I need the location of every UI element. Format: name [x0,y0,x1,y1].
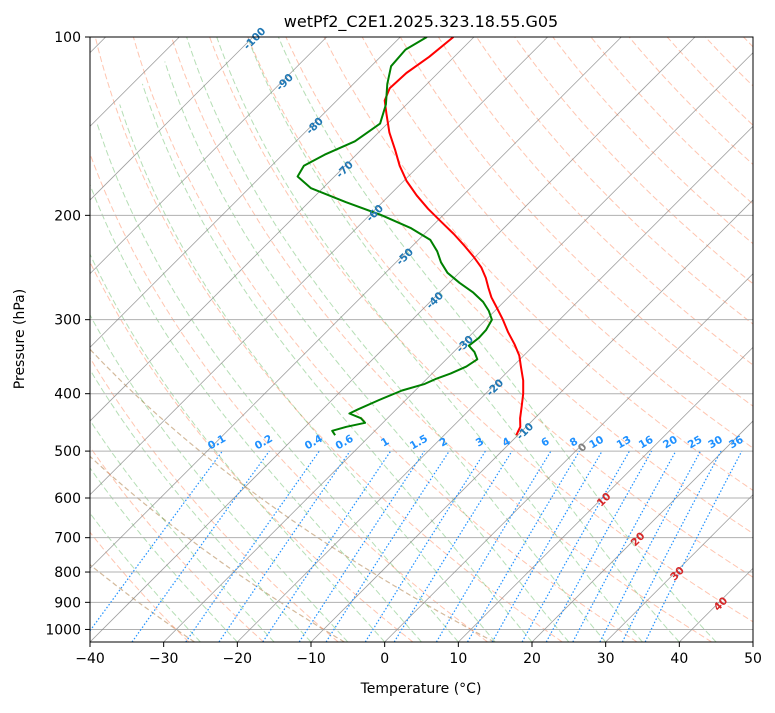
dry-adiabat [0,37,189,642]
y-tick-label: 500 [54,444,81,460]
isotherm-label: -100 [241,25,268,52]
moist-adiabat [187,37,606,642]
dry-adiabat [744,37,775,642]
y-tick-label: 800 [54,565,81,581]
isotherm-gridline [0,37,327,642]
x-tick-label: 30 [597,651,615,667]
dry-adiabat [210,37,775,642]
mixing-ratio-label: 16 [637,434,656,452]
mixing-ratio-label: 1 [379,435,391,449]
dry-adiabat [95,37,562,642]
moist-adiabat [278,37,716,642]
isotherm-gridline [679,37,775,642]
dry-adiabat [705,37,775,642]
ice-curve [0,37,494,642]
mixing-ratio-label: 2 [438,435,450,449]
isotherm-label: 30 [668,564,687,583]
y-tick-label: 200 [54,208,81,224]
x-tick-label: 50 [744,651,762,667]
dry-adiabat [667,37,775,642]
mixing-ratio-label: 6 [539,435,551,449]
isotherm-label: -10 [514,421,536,443]
grid [0,37,775,642]
y-tick-label: 900 [54,595,81,611]
y-tick-label: 100 [54,30,81,46]
dry-adiabat [0,37,263,642]
mixing-ratio-line [468,451,580,642]
moist-adiabat [0,228,274,642]
mixing-ratio-line [299,451,424,642]
dry-adiabat [172,37,712,642]
isotherm-label: -30 [454,333,476,355]
dry-adiabat [133,37,637,642]
x-tick-label: 0 [380,651,389,667]
dewpoint-profile [298,37,492,435]
mixing-ratio-label: 0.4 [303,433,325,453]
x-axis-label: Temperature (°C) [360,681,482,697]
y-tick-label: 300 [54,313,81,329]
x-tick-label: −30 [149,651,179,667]
mixing-ratio-line [600,451,701,642]
y-tick-label: 600 [54,491,81,507]
isotherm-label: -90 [274,72,296,94]
isotherm-label: -80 [304,115,326,137]
mixing-ratio-label: 0.2 [253,433,275,453]
mixing-ratio-line [522,451,629,642]
isotherm-gridline [0,37,400,642]
dry-adiabat [553,37,775,642]
dry-adiabat [0,37,338,642]
mixing-ratio-label: 30 [706,434,725,452]
isotherm-label: -40 [424,290,446,312]
dry-adiabat [19,37,413,642]
chart-title: wetPf2_C2E1.2025.323.18.55.G05 [284,12,558,32]
x-tick-label: −10 [296,651,326,667]
mixing-ratio-line [573,451,676,642]
mixing-ratio-label: 0.1 [206,433,228,453]
mixing-ratio-lines [82,451,742,642]
mixing-ratio-line [82,451,223,642]
dry-adiabat [57,37,488,642]
dry-adiabat [591,37,775,642]
isotherm-label: -60 [364,202,386,224]
moist-adiabat [165,62,569,643]
isotherm-gridline [753,37,775,642]
isotherm-label: -70 [334,159,356,181]
isotherm-gridline [0,37,253,642]
mixing-ratio-label: 0.6 [334,433,356,453]
isotherm-label: -20 [484,377,506,399]
x-tick-label: −40 [75,651,105,667]
dry-adiabat [477,37,775,642]
ice-curve [0,37,195,642]
y-tick-label: 1000 [45,622,81,638]
moist-adiabat [77,150,421,642]
mixing-ratio-line [326,451,449,642]
y-tick-label: 700 [54,531,81,547]
isotherm-label: 20 [629,530,648,549]
mixing-ratio-line [394,451,512,642]
isotherm-label: -50 [394,246,416,268]
mixing-ratio-label: 25 [686,434,705,452]
mixing-ratio-label: 36 [727,434,746,452]
dry-adiabat [438,37,775,642]
y-axis-label: Pressure (hPa) [12,289,28,389]
dry-adiabat [515,37,775,642]
x-tick-label: −20 [223,651,253,667]
y-tick-label: 400 [54,387,81,403]
moist-adiabat [97,124,458,642]
isotherm-gridline [606,37,775,642]
x-tick-label: 20 [523,651,541,667]
background-lines [0,37,775,642]
mixing-ratio-line [645,451,742,642]
mixing-ratio-label: 1.5 [408,433,430,453]
x-tick-label: 40 [670,651,688,667]
isotherm-gridline [0,37,474,642]
mixing-ratio-line [263,451,391,642]
x-tick-label: 10 [449,651,467,667]
temperature-profile [385,37,524,435]
moist-adiabat [55,166,385,642]
